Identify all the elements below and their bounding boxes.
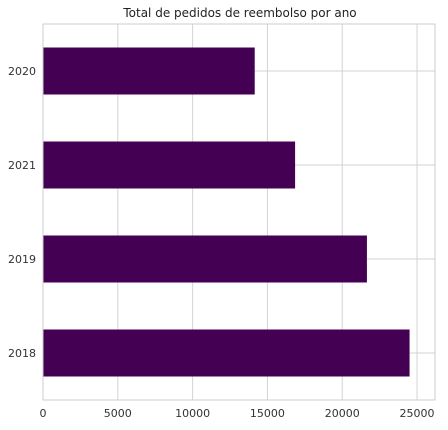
x-tick-label: 20000 xyxy=(325,407,360,420)
bar-2021 xyxy=(43,141,296,189)
y-tick-label: 2018 xyxy=(8,347,36,360)
y-tick-label: 2019 xyxy=(8,253,36,266)
bar-2020 xyxy=(43,47,255,95)
bar-2019 xyxy=(43,235,367,283)
x-tick-label: 10000 xyxy=(175,407,210,420)
x-tick-label: 15000 xyxy=(250,407,285,420)
x-axis-ticks: 0 5000 10000 15000 20000 25000 xyxy=(40,407,435,420)
bar-2018 xyxy=(43,329,410,377)
x-tick-label: 25000 xyxy=(400,407,435,420)
bars xyxy=(43,47,410,377)
y-tick-label: 2021 xyxy=(8,159,36,172)
chart-title: Total de pedidos de reembolso por ano xyxy=(122,6,356,20)
y-tick-label: 2020 xyxy=(8,65,36,78)
x-tick-label: 5000 xyxy=(104,407,132,420)
x-tick-label: 0 xyxy=(40,407,47,420)
y-axis-ticks: 2018 2019 2021 2020 xyxy=(8,65,36,360)
plot-frame xyxy=(42,23,436,401)
